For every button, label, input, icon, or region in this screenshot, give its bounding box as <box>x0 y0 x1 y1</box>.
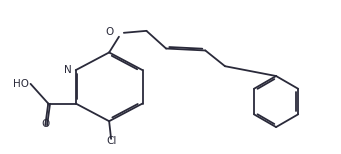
Text: HO: HO <box>13 79 29 89</box>
Text: Cl: Cl <box>106 136 116 146</box>
Text: O: O <box>106 27 114 37</box>
Text: N: N <box>64 65 72 75</box>
Text: O: O <box>41 119 49 129</box>
